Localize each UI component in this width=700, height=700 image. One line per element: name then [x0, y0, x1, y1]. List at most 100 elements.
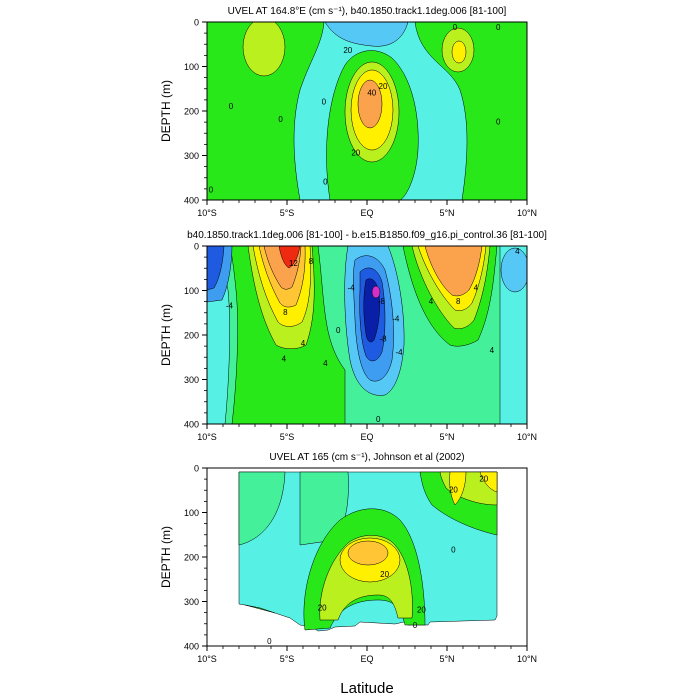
y-tick-label: 100: [184, 286, 199, 296]
panel-2-y-ticks: 0 100 200 300 400: [184, 242, 207, 430]
panel-2-contour-labels: 12 8 4 -4 8 4 4 -4 -8 -4 -8 -4 0 4 8 4 4 4 0: [226, 247, 520, 424]
contour-label: -4: [347, 284, 355, 293]
panel-3-fill: [238, 471, 498, 632]
x-tick-label: 5°S: [280, 654, 295, 664]
panel-1-y-ticks: 0 100 200 300 400: [184, 18, 207, 206]
p1-region-green-south: [207, 22, 325, 200]
contour-label: 0: [278, 115, 283, 124]
panel-1-ylabel: DEPTH (m): [159, 80, 173, 142]
contour-label: 0: [209, 185, 214, 194]
y-tick-label: 400: [184, 420, 199, 430]
contour-label: 0: [413, 621, 418, 630]
y-tick-label: 300: [184, 151, 199, 161]
y-tick-label: 0: [194, 18, 199, 28]
p3-region-green-bottom: [244, 604, 276, 614]
contour-label: 20: [417, 606, 426, 615]
x-tick-label: EQ: [360, 654, 373, 664]
panel-3-title: UVEL AT 165 (cm s⁻¹), Johnson et al (200…: [269, 452, 464, 463]
contour-label: -8: [379, 335, 387, 344]
p2-region-red-south: [278, 246, 301, 269]
x-tick-label: 5°S: [280, 208, 295, 218]
x-tick-label: 10°S: [197, 208, 217, 218]
panel-3-x-ticks: 10°S 5°S EQ 5°N 10°N: [197, 646, 537, 664]
contour-label: 20: [449, 485, 458, 494]
contour-label: 20: [351, 149, 360, 158]
contour-label: -4: [226, 301, 234, 310]
y-tick-label: 100: [184, 62, 199, 72]
panel-1: UVEL AT 164.8°E (cm s⁻¹), b40.1850.track…: [159, 6, 537, 218]
contour-label: 0: [323, 177, 328, 186]
p2-region-sky-far-north: [500, 247, 527, 293]
y-tick-label: 400: [184, 642, 199, 652]
contour-label: 4: [515, 247, 520, 256]
p2-region-dodger-far-south: [207, 246, 225, 291]
x-tick-label: 10°S: [197, 654, 217, 664]
contour-label: 0: [229, 102, 234, 111]
y-tick-label: 200: [184, 331, 199, 341]
y-tick-label: 100: [184, 508, 199, 518]
contour-label: 20: [380, 570, 389, 579]
x-tick-label: EQ: [360, 208, 373, 218]
contour-label: 0: [267, 637, 272, 646]
contour-label: -4: [392, 315, 400, 324]
x-tick-label: 10°S: [197, 432, 217, 442]
x-tick-label: 10°N: [517, 432, 537, 442]
p3-region-seagreen-south: [238, 471, 286, 546]
contour-label: 20: [318, 603, 327, 612]
contour-label: -8: [378, 297, 386, 306]
p1-region-orange-core: [357, 79, 383, 129]
y-tick-label: 400: [184, 196, 199, 206]
x-tick-label: EQ: [360, 432, 373, 442]
y-tick-label: 200: [184, 553, 199, 563]
contour-label: 0: [376, 415, 381, 424]
contour-label: 0: [496, 117, 501, 126]
contour-label: -4: [395, 348, 403, 357]
contour-label: 0: [496, 23, 501, 32]
contour-label: 8: [456, 297, 461, 306]
contour-label: 8: [309, 257, 314, 266]
panel-2-title: b40.1850.track1.1deg.006 [81-100] - b.e1…: [187, 230, 547, 241]
panel-3: UVEL AT 165 (cm s⁻¹), Johnson et al (200…: [159, 452, 537, 664]
p2-region-orange-north: [424, 246, 483, 297]
contour-label: 20: [379, 82, 388, 91]
panel-3-contour-labels: 20 20 20 20 20 0 0 0: [267, 474, 489, 646]
y-tick-label: 0: [194, 464, 199, 474]
p3-region-yellow-north: [449, 471, 467, 506]
panel-3-ylabel: DEPTH (m): [159, 526, 173, 588]
contour-label: 0: [453, 23, 458, 32]
x-axis-label: Latitude: [340, 680, 393, 697]
x-tick-label: 5°N: [439, 432, 454, 442]
contour-label: 4: [474, 284, 479, 293]
panel-1-x-ticks: 10°S 5°S EQ 5°N 10°N: [197, 200, 537, 218]
y-tick-label: 0: [194, 242, 199, 252]
y-tick-label: 200: [184, 107, 199, 117]
contour-label: 4: [429, 297, 434, 306]
x-tick-label: 5°N: [439, 654, 454, 664]
contour-label: 40: [367, 88, 376, 97]
panel-1-title: UVEL AT 164.8°E (cm s⁻¹), b40.1850.track…: [228, 6, 507, 17]
panel-3-y-ticks: 0 100 200 300 400: [184, 464, 207, 652]
contour-label: 4: [282, 355, 287, 364]
contour-label: 20: [479, 474, 488, 483]
p2-region-magenta-eq: [371, 285, 381, 299]
y-tick-label: 300: [184, 597, 199, 607]
contour-label: 4: [301, 339, 306, 348]
p1-region-sky: [324, 22, 409, 47]
x-tick-label: 10°N: [517, 208, 537, 218]
panel-2: b40.1850.track1.1deg.006 [81-100] - b.e1…: [159, 230, 547, 442]
panel-1-fill: [207, 22, 527, 200]
p1-region-green-north: [414, 22, 527, 200]
contour-label: 20: [343, 46, 352, 55]
x-tick-label: 5°S: [280, 432, 295, 442]
p3-region-yellow-north-edge: [479, 471, 498, 493]
contour-label: 4: [490, 346, 495, 355]
panel-2-ylabel: DEPTH (m): [159, 304, 173, 366]
contour-label: 0: [322, 97, 327, 106]
p1-region-yellow-north: [451, 40, 467, 64]
x-tick-label: 10°N: [517, 654, 537, 664]
contour-label: 12: [289, 259, 298, 268]
contour-label: 0: [451, 546, 456, 555]
panel-2-fill: [207, 246, 527, 424]
